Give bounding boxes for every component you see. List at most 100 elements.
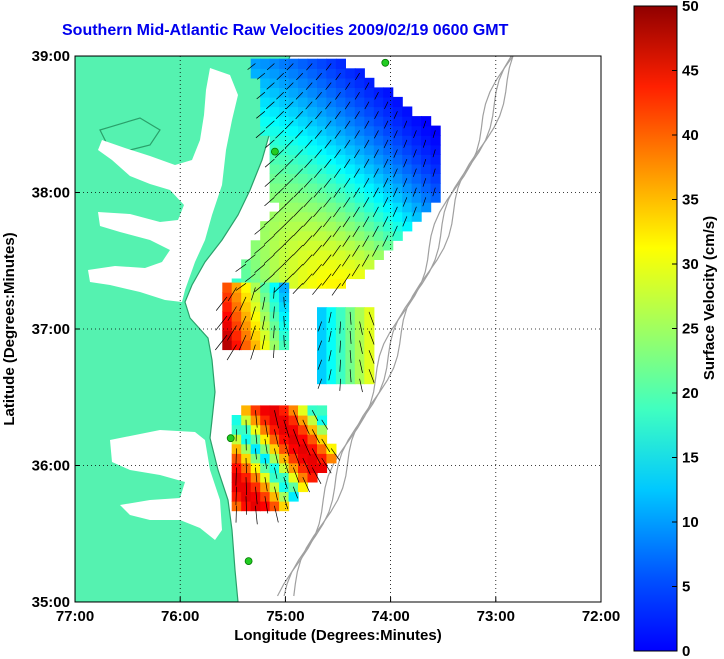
velocity-arrow — [330, 448, 341, 461]
velocity-arrow — [382, 235, 389, 247]
velocity-arrow — [334, 130, 341, 139]
velocity-cell — [335, 259, 346, 270]
velocity-cell — [335, 202, 346, 213]
velocity-cell — [279, 211, 290, 222]
velocity-arrow — [343, 158, 351, 169]
velocity-arrow — [359, 321, 363, 335]
velocity-cell — [307, 87, 318, 98]
velocity-arrow — [333, 168, 341, 179]
velocity-cell — [383, 202, 394, 213]
velocity-arrow — [293, 225, 304, 237]
velocity-cell — [392, 96, 403, 108]
velocity-arrow — [302, 254, 313, 266]
velocity-cell — [241, 320, 252, 331]
velocity-cell — [411, 192, 422, 203]
velocity-arrow — [374, 111, 379, 119]
velocity-cell — [392, 144, 403, 155]
velocity-cell — [279, 144, 290, 155]
x-tick-label: 74:00 — [371, 608, 409, 625]
velocity-cell — [354, 202, 365, 213]
velocity-arrow — [283, 235, 294, 246]
velocity-cell — [411, 173, 422, 184]
velocity-cell — [222, 339, 233, 351]
velocity-cell — [298, 116, 309, 127]
velocity-arrow — [305, 120, 313, 129]
velocity-cell — [279, 221, 290, 232]
velocity-arrow — [273, 306, 275, 319]
velocity-cell — [326, 268, 337, 280]
velocity-arrow — [344, 101, 351, 110]
velocity-arrow — [349, 350, 352, 364]
velocity-arrow — [349, 311, 352, 325]
velocity-arrow — [235, 467, 237, 486]
velocity-cell — [392, 182, 403, 194]
velocity-arrow — [256, 111, 266, 119]
velocity-cell — [288, 259, 299, 270]
velocity-arrow — [254, 225, 266, 235]
colorbar-tick-label: 25 — [682, 321, 699, 338]
velocity-cell — [279, 202, 290, 213]
velocity-cell — [317, 96, 328, 108]
velocity-cell — [317, 68, 328, 79]
velocity-cell — [392, 154, 403, 165]
velocity-cell — [279, 125, 290, 136]
colorbar-tick-label: 30 — [682, 256, 699, 273]
velocity-cell — [260, 116, 271, 127]
velocity-cell — [421, 135, 432, 146]
velocity-cell — [373, 240, 384, 251]
velocity-cell — [317, 374, 328, 385]
velocity-arrow — [292, 448, 301, 466]
x-axis: 77:00 76:00 75:00 74:00 73:00 72:00 — [56, 597, 620, 625]
velocity-cell — [364, 202, 375, 213]
velocity-arrow — [322, 235, 332, 247]
velocity-arrow — [311, 429, 320, 444]
velocity-cell — [231, 292, 242, 303]
velocity-cell — [298, 443, 309, 454]
colorbar-label: Surface Velocity (cm/s) — [701, 216, 718, 380]
velocity-arrow — [305, 101, 313, 110]
velocity-cell — [241, 311, 252, 322]
velocity-arrow — [313, 206, 322, 218]
velocity-cell — [354, 182, 365, 194]
velocity-arrow — [412, 168, 417, 178]
velocity-cell — [317, 211, 328, 222]
velocity-cell — [317, 462, 328, 473]
velocity-cell — [279, 68, 290, 79]
velocity-cell — [335, 77, 346, 88]
velocity-cell — [402, 106, 413, 117]
velocity-arrow — [284, 158, 294, 168]
velocity-cell — [250, 240, 261, 251]
velocity-arrow — [239, 296, 247, 311]
chesapeake-bay — [88, 68, 238, 302]
velocity-cell — [430, 135, 441, 146]
velocity-cell — [298, 202, 309, 213]
velocity-cell — [364, 316, 375, 327]
velocity-cell — [411, 202, 422, 213]
velocity-arrow — [311, 448, 322, 465]
velocity-arrow — [325, 63, 332, 71]
velocity-cell — [241, 405, 252, 416]
y-tick-label: 38:00 — [32, 185, 70, 202]
velocity-cell — [279, 259, 290, 270]
velocity-arrow — [372, 244, 379, 257]
velocity-cell — [298, 58, 309, 69]
velocity-arrow — [295, 91, 304, 100]
velocity-arrow — [339, 378, 341, 391]
velocity-cell — [335, 125, 346, 136]
velocity-cell — [298, 154, 309, 165]
velocity-cell — [298, 230, 309, 241]
velocity-cell — [279, 230, 290, 241]
velocity-cell — [383, 116, 394, 127]
velocity-cell — [231, 434, 242, 445]
velocity-cell — [298, 221, 309, 232]
velocity-cell — [307, 182, 318, 194]
velocity-arrow — [247, 63, 256, 70]
colorbar-tick-label: 0 — [682, 643, 690, 659]
velocity-cell — [392, 230, 403, 241]
velocity-cell — [269, 259, 280, 270]
velocity-cell — [430, 173, 441, 184]
velocity-cell — [373, 154, 384, 165]
velocity-arrow — [273, 344, 275, 359]
velocity-cell — [307, 453, 318, 464]
velocity-arrow — [373, 149, 379, 159]
